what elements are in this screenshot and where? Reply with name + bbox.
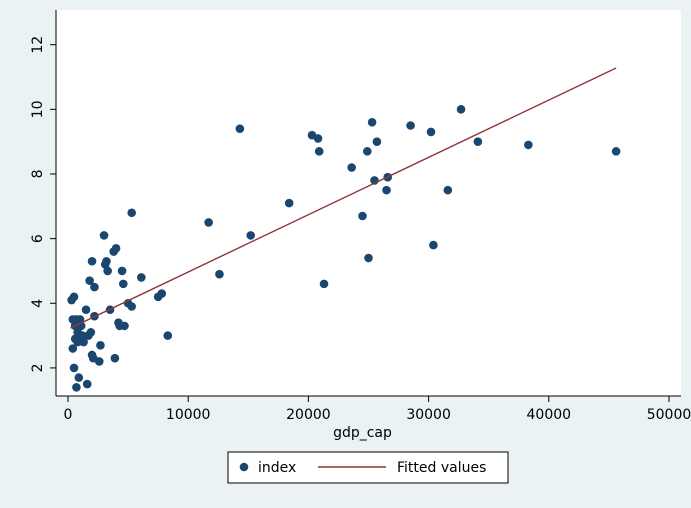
scatter-point [111, 244, 121, 253]
x-tick-label: 10000 [166, 407, 211, 423]
scatter-point [74, 373, 84, 382]
scatter-point [347, 163, 356, 172]
scatter-point [319, 279, 329, 289]
scatter-point [429, 240, 438, 250]
scatter-point [235, 124, 245, 134]
scatter-point [68, 344, 78, 353]
scatter-point [137, 273, 146, 282]
scatter-point [362, 147, 372, 156]
scatter-point [611, 147, 621, 156]
scatter-point [81, 305, 91, 315]
scatter-point [364, 253, 373, 263]
scatter-point [87, 256, 97, 266]
legend-label-index: index [258, 460, 296, 476]
scatter-point [443, 185, 453, 195]
scatter-point [86, 328, 96, 337]
scatter-point [367, 117, 377, 127]
scatter-point [204, 218, 213, 227]
scatter-point [163, 331, 173, 340]
y-tick-label: 10 [30, 100, 46, 118]
scatter-point [127, 302, 137, 311]
x-tick-label: 40000 [527, 407, 572, 423]
scatter-point [284, 198, 294, 208]
scatter-point [82, 379, 92, 389]
scatter-point [456, 105, 466, 114]
legend-label-fitted: Fitted values [397, 460, 486, 476]
scatter-point [120, 321, 129, 331]
fitted-line [70, 67, 617, 329]
scatter-point [79, 337, 88, 347]
scatter-point [110, 353, 120, 363]
scatter-point [72, 383, 81, 392]
scatter-point [90, 282, 99, 292]
scatter-point [103, 266, 112, 276]
scatter-point [85, 276, 94, 285]
scatter-point [69, 292, 79, 302]
plot-area [56, 10, 681, 396]
scatter-point [117, 266, 127, 276]
x-tick-label: 50000 [647, 407, 691, 423]
scatter-point [157, 289, 167, 298]
y-tick-label: 2 [30, 363, 46, 372]
y-tick-label: 6 [30, 234, 46, 243]
x-tick-label: 20000 [286, 407, 331, 423]
scatter-point [372, 137, 382, 146]
scatter-point [127, 208, 137, 218]
y-tick-label: 4 [30, 299, 46, 308]
scatter-point [118, 279, 128, 289]
scatter-point [524, 140, 533, 150]
scatter-point [406, 121, 415, 130]
x-tick-label: 30000 [406, 407, 451, 423]
y-tick-label: 8 [30, 170, 46, 179]
scatter-point [473, 137, 483, 146]
scatter-point [382, 185, 391, 195]
x-tick-label: 0 [64, 407, 73, 423]
scatter-point [314, 147, 324, 156]
scatter-point [69, 363, 79, 373]
scatter-point [94, 357, 104, 366]
scatter-point [246, 231, 256, 240]
scatter-point [313, 134, 323, 143]
scatter-point [358, 211, 367, 221]
scatter-point [75, 315, 85, 324]
scatter-point [78, 331, 87, 340]
scatter-point [99, 231, 109, 240]
scatter-point [96, 340, 105, 350]
scatter-point [215, 269, 224, 279]
y-tick-label: 12 [30, 36, 46, 54]
scatter-point [426, 127, 436, 137]
scatter-point [102, 256, 111, 266]
legend-marker-index [239, 462, 249, 472]
x-axis-label: gdp_cap [333, 425, 392, 441]
